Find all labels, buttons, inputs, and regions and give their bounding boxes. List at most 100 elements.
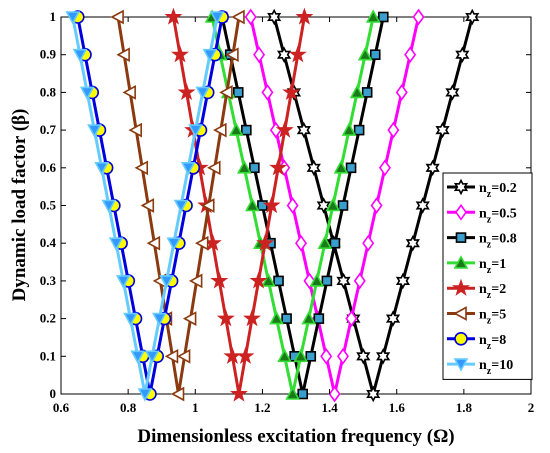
data-point-marker <box>415 197 430 214</box>
legend-label: nz=5 <box>479 308 506 327</box>
legend-label: nz=2 <box>479 282 506 301</box>
y-tick-label: 0.8 <box>40 84 57 99</box>
data-point-marker <box>453 178 469 196</box>
data-point-marker <box>256 233 275 251</box>
data-point-marker <box>241 124 252 136</box>
data-point-marker <box>370 197 383 214</box>
series-line <box>171 16 306 396</box>
data-point-marker <box>216 309 235 327</box>
data-point-marker <box>243 309 261 327</box>
data-point-marker <box>128 122 142 138</box>
y-tick-label: 0.7 <box>40 122 57 137</box>
series-n-z-1 <box>204 9 381 400</box>
x-tick-label: 1.4 <box>321 400 338 415</box>
data-point-marker <box>377 11 389 23</box>
data-point-marker <box>281 313 292 324</box>
data-point-marker <box>164 7 183 25</box>
data-point-marker <box>285 386 300 400</box>
data-point-marker <box>140 198 155 213</box>
data-point-marker <box>144 350 160 364</box>
y-tick-label: 0.3 <box>40 273 57 288</box>
data-point-marker <box>345 162 357 174</box>
data-point-marker <box>253 46 266 64</box>
data-point-marker <box>116 47 130 63</box>
data-point-marker <box>366 385 381 403</box>
data-point-marker <box>362 234 375 252</box>
x-tick-label: 1 <box>192 400 199 415</box>
data-point-marker <box>405 234 420 252</box>
data-point-marker <box>353 124 365 136</box>
legend-label: nz=8 <box>479 333 506 352</box>
data-point-marker <box>345 310 358 327</box>
data-point-marker <box>395 84 408 101</box>
data-point-marker <box>249 162 260 174</box>
x-tick-label: 0.8 <box>120 400 137 415</box>
data-point-marker <box>236 160 252 174</box>
data-point-marker <box>173 199 189 214</box>
data-point-marker <box>309 273 325 287</box>
x-tick-label: 0.6 <box>53 400 70 415</box>
legend-item: nz=5 <box>447 306 506 327</box>
y-axis-label: Dynamic load factor (β) <box>9 109 30 302</box>
data-point-marker <box>425 159 440 177</box>
series-n-z-10 <box>65 11 225 402</box>
data-point-marker <box>273 275 284 287</box>
data-point-marker <box>115 275 131 289</box>
data-point-marker <box>101 199 117 214</box>
data-point-marker <box>453 255 469 269</box>
data-point-marker <box>385 310 401 327</box>
data-point-marker <box>225 47 239 63</box>
legend-item: nz=0.8 <box>447 232 517 251</box>
data-point-marker <box>305 350 317 362</box>
data-point-marker <box>376 348 391 365</box>
data-point-marker <box>297 388 309 400</box>
data-point-marker <box>317 235 333 249</box>
data-point-marker <box>223 346 242 364</box>
data-point-marker <box>257 200 268 211</box>
x-tick-label: 1.2 <box>254 400 270 415</box>
data-point-marker <box>306 159 321 177</box>
legend-item: nz=10 <box>447 358 513 377</box>
data-point-marker <box>244 8 257 26</box>
data-point-marker <box>122 85 136 100</box>
data-point-marker <box>333 160 349 174</box>
data-point-marker <box>378 159 391 177</box>
data-point-marker <box>207 160 221 176</box>
data-point-marker <box>269 121 282 139</box>
y-tick-label: 0.5 <box>40 198 57 213</box>
data-point-marker <box>137 388 153 402</box>
data-point-marker <box>353 272 366 290</box>
data-point-marker <box>170 386 185 402</box>
y-tick-label: 0.9 <box>40 47 57 62</box>
data-point-marker <box>159 275 174 289</box>
data-point-marker <box>166 237 182 251</box>
data-point-marker <box>349 84 365 99</box>
data-point-marker <box>195 86 211 101</box>
y-tick-label: 0.6 <box>40 160 57 175</box>
data-point-marker <box>79 86 95 101</box>
data-point-marker <box>276 46 292 63</box>
x-tick-label: 1.8 <box>456 400 473 415</box>
data-point-marker <box>94 162 109 176</box>
data-point-marker <box>110 9 124 25</box>
data-point-marker <box>357 47 373 61</box>
data-point-marker <box>325 197 341 212</box>
data-point-marker <box>188 273 203 289</box>
legend-item: nz=0.5 <box>447 203 517 225</box>
data-point-marker <box>130 350 146 364</box>
data-point-marker <box>177 82 196 101</box>
legend-item: nz=8 <box>447 331 506 352</box>
data-point-marker <box>171 45 189 63</box>
data-point-marker <box>210 271 229 289</box>
data-point-marker <box>201 198 215 213</box>
legend: nz=0.2 nz=0.5 nz=0.8 nz=1 nz=2 nz=5 nz=8 nz=10 <box>442 172 533 380</box>
data-point-marker <box>337 347 349 365</box>
data-point-marker <box>316 197 331 214</box>
data-point-marker <box>236 346 255 364</box>
data-point-marker <box>435 121 450 139</box>
data-point-marker <box>65 11 81 25</box>
data-point-marker <box>455 203 467 221</box>
legend-item: nz=2 <box>447 278 506 301</box>
data-point-marker <box>202 48 218 63</box>
legend-box <box>442 172 533 380</box>
